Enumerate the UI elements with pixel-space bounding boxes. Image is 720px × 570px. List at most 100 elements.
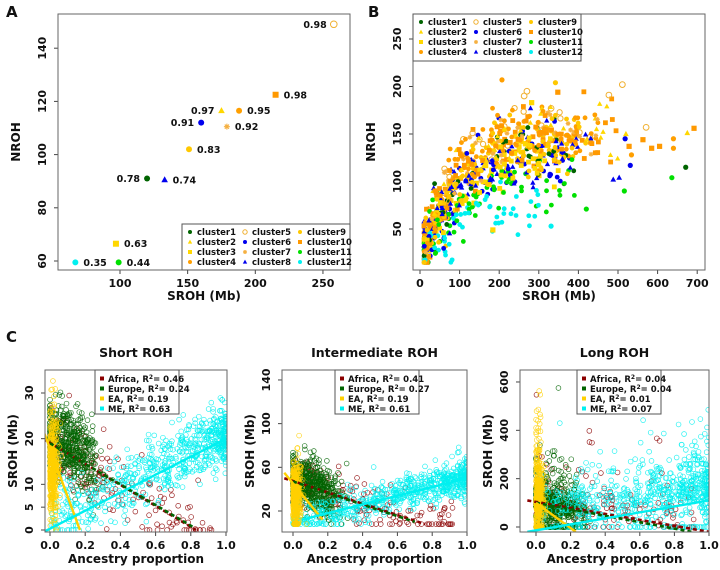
data-point-me bbox=[431, 471, 437, 477]
data-point-europe bbox=[62, 431, 69, 437]
data-point-ea bbox=[51, 401, 58, 408]
data-point-cluster9 bbox=[553, 153, 559, 158]
data-point-cluster4 bbox=[564, 132, 570, 138]
data-point-europe bbox=[61, 468, 67, 475]
data-point-cluster12 bbox=[453, 212, 459, 218]
data-point-cluster2 bbox=[518, 127, 524, 133]
data-point-me bbox=[199, 421, 205, 427]
data-label: 0.95 bbox=[247, 106, 270, 117]
data-point-cluster9 bbox=[553, 112, 558, 118]
data-point-me bbox=[455, 488, 462, 495]
data-point-cluster2 bbox=[584, 136, 590, 142]
data-point-europe bbox=[71, 431, 77, 438]
data-point-cluster6 bbox=[464, 151, 470, 156]
data-point-me bbox=[122, 507, 129, 514]
data-point-cluster12 bbox=[466, 210, 471, 216]
data-point-cluster4 bbox=[536, 142, 541, 148]
data-point-me bbox=[211, 448, 217, 454]
data-point-cluster6 bbox=[622, 136, 628, 142]
legend-marker bbox=[473, 49, 479, 54]
data-point-me bbox=[398, 496, 404, 502]
data-point-cluster12 bbox=[487, 203, 493, 209]
data-point-me bbox=[180, 412, 187, 418]
data-point-me bbox=[141, 459, 148, 466]
data-point-me bbox=[175, 433, 181, 439]
data-point-europe bbox=[89, 411, 95, 418]
data-point-cluster9 bbox=[521, 125, 526, 130]
data-point-cluster7 bbox=[478, 178, 484, 184]
data-point-cluster12 bbox=[508, 211, 514, 217]
data-point-cluster3 bbox=[527, 142, 533, 148]
data-point-ea bbox=[47, 516, 54, 523]
data-point-ea bbox=[303, 521, 310, 527]
data-point-me bbox=[212, 476, 219, 483]
data-point-me bbox=[366, 520, 373, 526]
data-point-me bbox=[418, 479, 425, 485]
data-point-cluster8 bbox=[439, 211, 445, 217]
data-point-ea bbox=[291, 515, 298, 521]
data-point-cluster2 bbox=[492, 147, 498, 152]
data-point-cluster3 bbox=[536, 160, 542, 166]
data-point-cluster8 bbox=[438, 196, 444, 202]
data-point-cluster3 bbox=[450, 184, 456, 190]
data-point-cluster7 bbox=[515, 125, 521, 131]
data-point-cluster8 bbox=[544, 117, 550, 123]
data-point-me bbox=[192, 436, 198, 442]
data-point-me bbox=[126, 470, 133, 476]
data-point-me bbox=[102, 504, 108, 511]
data-point-europe bbox=[317, 473, 324, 480]
data-point-ea bbox=[295, 451, 302, 457]
data-point-cluster12 bbox=[532, 213, 538, 219]
data-point-africa bbox=[100, 426, 107, 432]
data-point-cluster10 bbox=[444, 205, 450, 211]
data-point-cluster8 bbox=[573, 135, 579, 141]
data-point-europe bbox=[75, 421, 81, 427]
data-point-africa bbox=[154, 527, 161, 532]
data-point-cluster10 bbox=[429, 204, 435, 210]
data-point-europe bbox=[568, 478, 574, 484]
data-point-africa bbox=[533, 392, 540, 398]
data-point-cluster2 bbox=[547, 104, 554, 110]
data-point-cluster10 bbox=[432, 188, 438, 194]
data-point-me bbox=[118, 464, 125, 471]
data-point-africa bbox=[439, 511, 445, 517]
data-point-cluster10 bbox=[494, 124, 500, 130]
data-point-me bbox=[432, 495, 439, 501]
data-point-me bbox=[155, 456, 162, 463]
data-point-ea bbox=[47, 505, 54, 512]
data-point-me bbox=[214, 422, 221, 429]
legend-marker bbox=[419, 50, 423, 54]
data-point-me bbox=[77, 502, 83, 509]
data-point-cluster6 bbox=[557, 178, 563, 184]
data-point-me bbox=[378, 484, 385, 490]
data-point-me bbox=[143, 437, 150, 444]
data-point-ea bbox=[48, 429, 55, 436]
data-point-cluster4 bbox=[510, 107, 515, 113]
data-point-africa bbox=[335, 463, 342, 470]
data-point-cluster6 bbox=[490, 158, 495, 164]
data-point-cluster10 bbox=[571, 133, 577, 138]
data-point-cluster9 bbox=[575, 120, 581, 126]
data-point-cluster9 bbox=[421, 259, 427, 265]
data-point-europe bbox=[312, 493, 318, 500]
data-point-cluster9 bbox=[569, 145, 575, 151]
data-point-me bbox=[396, 480, 403, 486]
data-point-cluster3 bbox=[437, 225, 443, 231]
data-point-cluster9 bbox=[470, 147, 476, 152]
data-point-me bbox=[207, 454, 214, 460]
x-tick-label: 0.0 bbox=[40, 539, 60, 552]
data-point-cluster10 bbox=[424, 245, 430, 251]
data-point-africa bbox=[183, 527, 190, 532]
data-point-cluster7 bbox=[593, 133, 599, 138]
data-point-europe bbox=[79, 428, 85, 434]
legend-label: Africa, R2= 0.46 bbox=[108, 374, 184, 385]
data-point-me bbox=[79, 469, 85, 476]
data-point-europe bbox=[330, 480, 337, 487]
data-label: 0.92 bbox=[235, 122, 258, 133]
data-point-cluster8 bbox=[491, 166, 497, 172]
data-point-africa bbox=[601, 501, 607, 508]
legend-marker bbox=[419, 40, 423, 44]
data-point-cluster1 bbox=[503, 138, 509, 144]
data-point-cluster10 bbox=[555, 89, 561, 95]
data-point-cluster11 bbox=[430, 197, 436, 203]
